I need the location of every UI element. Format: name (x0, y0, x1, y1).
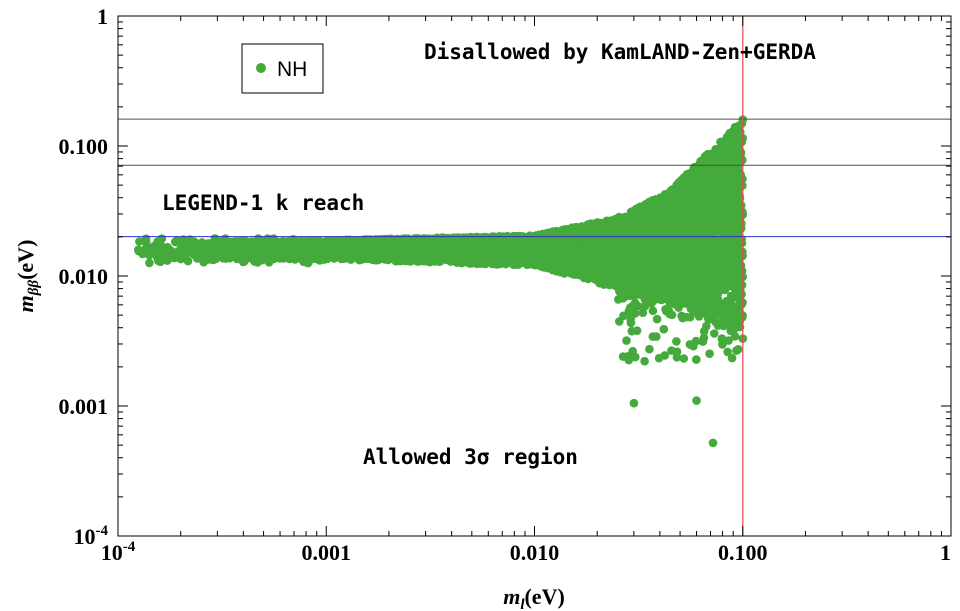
scatter-series-nh (133, 115, 748, 448)
nh-point (665, 264, 675, 273)
